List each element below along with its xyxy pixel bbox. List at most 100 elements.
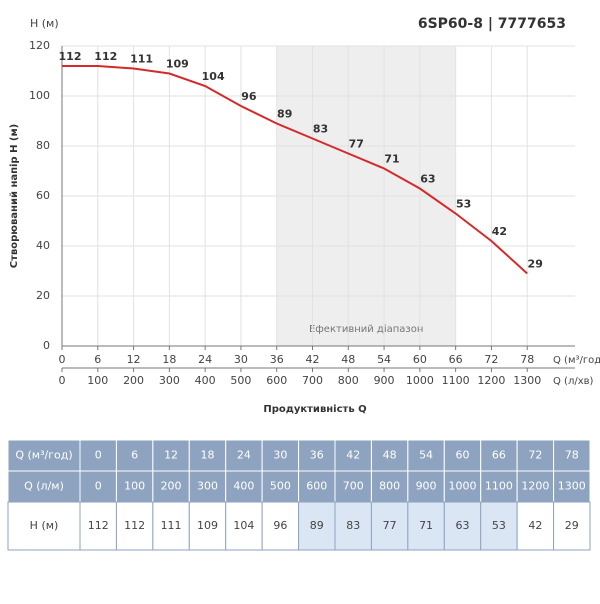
data-label: 89 [277,108,292,121]
table-row-label: H (м) [30,519,59,532]
table-cell-text: 29 [565,519,579,532]
table-cell [370,439,409,472]
table-row-label: Q (м³/год) [15,449,72,462]
table-cell [225,501,263,551]
table-cell [480,501,518,551]
table-cell-text: 700 [343,480,364,493]
table-cell [443,501,482,551]
table-cell-text: 18 [201,449,215,462]
table-cell-text: 1100 [485,480,513,493]
table-cell-text: 54 [419,449,433,462]
table-cell-text: 96 [273,519,287,532]
table-cell-text: 36 [310,449,324,462]
data-label: 71 [384,153,399,166]
data-label: 53 [456,198,471,211]
table-cell-text: 66 [492,449,506,462]
x-tick-label: 30 [234,353,248,366]
table-cell [443,439,482,472]
data-label: 83 [313,123,328,136]
table-cell [516,470,555,503]
table-cell-text: 0 [95,449,102,462]
data-label: 112 [59,50,82,63]
table-cell-text: 77 [383,519,397,532]
table-cell-text: 48 [383,449,397,462]
table-cell [115,501,154,551]
x-tick-label: 60 [413,353,427,366]
table-cell-text: 72 [528,449,542,462]
table-cell-text: 109 [197,519,218,532]
x-tick-label: 66 [449,353,463,366]
table-cell-text: 60 [456,449,470,462]
table-cell-text: 42 [528,519,542,532]
y-axis-label: Створюваний напір H (м) [9,124,20,269]
x-tick-label: 12 [127,353,141,366]
table-cell-text: 200 [161,480,182,493]
table-cell-text: 112 [88,519,109,532]
data-label: 112 [94,50,117,63]
y-unit-label: H (м) [30,17,59,30]
table-cell [188,501,227,551]
table-cell-text: 111 [161,519,182,532]
table-cell-text: 600 [306,480,327,493]
y-tick-label: 40 [36,239,50,252]
x2-unit-label: Q (л/хв) [553,376,594,387]
x2-tick-label: 400 [195,374,216,387]
table-cell-text: 78 [565,449,579,462]
table-cell-text: 112 [124,519,145,532]
x2-tick-label: 800 [338,374,359,387]
x-tick-label: 72 [484,353,498,366]
data-label: 111 [130,53,153,66]
table-cell [298,470,336,503]
table-cell-text: 53 [492,519,506,532]
table-row-label: Q (л/м) [24,480,64,493]
x2-tick-label: 900 [374,374,395,387]
table-cell-text: 900 [416,480,437,493]
y-tick-label: 80 [36,139,50,152]
data-label: 109 [166,58,189,71]
table-cell [407,501,445,551]
x-tick-label: 42 [306,353,320,366]
x-unit-label: Q (м³/год) [553,355,600,366]
table-cell-text: 500 [270,480,291,493]
table-cell [79,501,117,551]
efficient-range-label: Ефективний діапазон [309,323,423,335]
x2-tick-label: 1000 [406,374,434,387]
x-axis-label: Продуктивність Q [263,404,366,415]
x-tick-label: 24 [198,353,212,366]
table-cell [370,470,409,503]
chart-title: 6SP60-8 | 7777653 [418,16,566,32]
x-tick-label: 36 [270,353,284,366]
data-label: 63 [420,173,435,186]
y-tick-label: 60 [36,189,50,202]
x-tick-label: 18 [162,353,176,366]
table-cell-text: 104 [233,519,254,532]
table-cell-text: 6 [131,449,138,462]
x2-tick-label: 100 [87,374,108,387]
table-cell-text: 0 [95,480,102,493]
table-cell [298,501,336,551]
x-tick-label: 54 [377,353,391,366]
table-cell [225,439,263,472]
y-tick-label: 100 [29,89,50,102]
table-cell [553,501,591,551]
table-cell-text: 30 [273,449,287,462]
table-cell [553,439,591,472]
table-cell-text: 42 [346,449,360,462]
x-tick-label: 0 [59,353,66,366]
data-line [62,65,528,275]
table-cell-text: 63 [456,519,470,532]
x2-tick-label: 1300 [513,374,541,387]
y-tick-label: 20 [36,289,50,302]
table-cell-text: 24 [237,449,251,462]
table-cell [7,470,81,503]
table-cell-text: 1300 [558,480,586,493]
table-cell-text: 300 [197,480,218,493]
table-cell-text: 100 [124,480,145,493]
data-label: 104 [202,70,225,83]
x2-tick-label: 300 [159,374,180,387]
table-cell-text: 1000 [449,480,477,493]
x2-tick-label: 0 [59,374,66,387]
x-tick-label: 48 [341,353,355,366]
